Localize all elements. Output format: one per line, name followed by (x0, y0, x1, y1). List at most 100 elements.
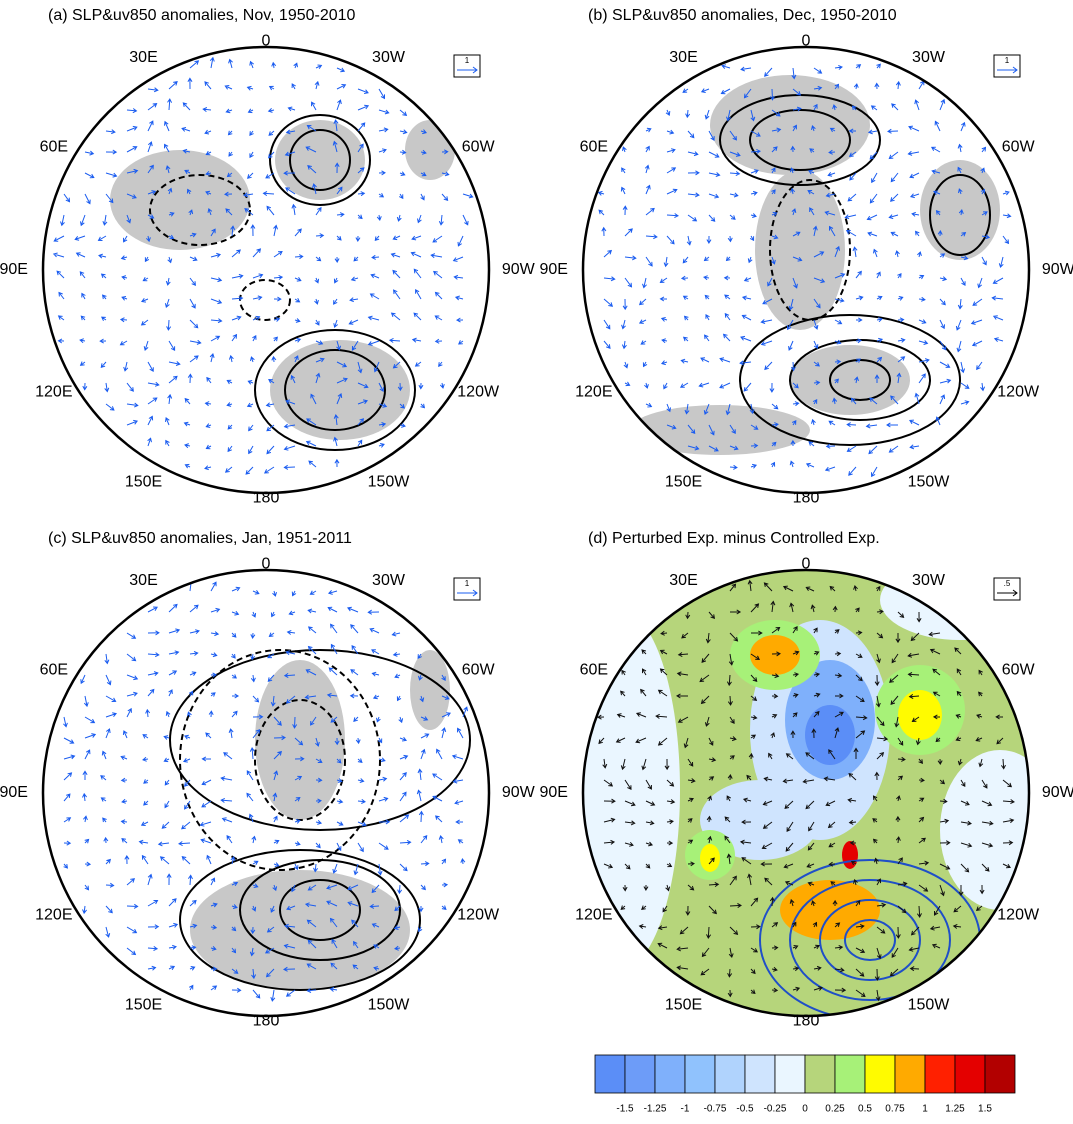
lon-label: 120W (997, 907, 1040, 924)
shading (755, 170, 845, 330)
contour (240, 280, 290, 320)
field-blob (750, 635, 800, 675)
colorbar-label: 0 (802, 1104, 808, 1115)
lon-label: 90W (502, 784, 536, 801)
map-border (43, 47, 489, 493)
colorbar-cell (805, 1055, 835, 1093)
ref-label: 1 (465, 56, 470, 65)
lon-label: 90E (539, 784, 567, 801)
colorbar-cell (775, 1055, 805, 1093)
colorbar-cell (835, 1055, 865, 1093)
field-blob (805, 705, 855, 765)
field-blob (842, 841, 858, 869)
shading (270, 340, 410, 440)
colorbar-cell (925, 1055, 955, 1093)
page: {"panels": [ {"title": "(a) SLP&uv850 an… (0, 0, 1073, 1124)
colorbar-cell (595, 1055, 625, 1093)
ref-label: 1 (465, 579, 470, 588)
lon-label: 180 (793, 1013, 820, 1030)
lon-label: 30E (669, 49, 697, 66)
map-panel (63, 580, 470, 1001)
colorbar-cell (865, 1055, 895, 1093)
panel-title: (a) SLP&uv850 anomalies, Nov, 1950-2010 (48, 7, 356, 24)
colorbar-label: 0.5 (858, 1104, 872, 1115)
shading (790, 345, 910, 415)
shading (630, 405, 810, 455)
lon-label: 30W (912, 572, 946, 589)
lon-label: 60W (462, 662, 496, 679)
lon-label: 0 (262, 33, 271, 50)
lon-label: 60E (40, 662, 68, 679)
colorbar-label: -0.75 (704, 1104, 727, 1115)
lon-label: 120E (35, 907, 72, 924)
lon-label: 180 (253, 1013, 280, 1030)
field-blob (780, 880, 880, 940)
lon-label: 150E (125, 996, 162, 1013)
lon-label: 150W (908, 996, 951, 1013)
panel-title: (c) SLP&uv850 anomalies, Jan, 1951-2011 (48, 530, 352, 547)
colorbar-cell (955, 1055, 985, 1093)
lon-label: 120W (457, 384, 500, 401)
lon-label: 120E (575, 384, 612, 401)
colorbar-label: -1.5 (616, 1104, 634, 1115)
lon-label: 120W (457, 907, 500, 924)
lon-label: 60W (1002, 139, 1036, 156)
lon-label: 0 (802, 556, 811, 573)
colorbar-cell (715, 1055, 745, 1093)
lon-label: 90W (1042, 784, 1073, 801)
colorbar-cell (745, 1055, 775, 1093)
lon-label: 30E (669, 572, 697, 589)
colorbar-cell (895, 1055, 925, 1093)
colorbar-label: -1.25 (644, 1104, 667, 1115)
shading (405, 120, 455, 180)
colorbar-label: 1 (922, 1104, 928, 1115)
lon-label: 0 (262, 556, 271, 573)
lon-label: 150W (908, 473, 951, 490)
lon-label: 90E (0, 261, 28, 278)
lon-label: 120W (997, 384, 1040, 401)
lon-label: 60E (580, 139, 608, 156)
shading (710, 75, 870, 175)
lon-label: 30E (129, 572, 157, 589)
lon-label: 30W (912, 49, 946, 66)
lon-label: 180 (253, 490, 280, 507)
colorbar-cell (985, 1055, 1015, 1093)
colorbar-label: 0.75 (885, 1104, 905, 1115)
field-blob (940, 750, 1060, 910)
lon-label: 120E (35, 384, 72, 401)
ref-label: .5 (1004, 579, 1011, 588)
lon-label: 150E (665, 996, 702, 1013)
lon-label: 90W (502, 261, 536, 278)
panel-title: (d) Perturbed Exp. minus Controlled Exp. (588, 530, 880, 547)
colorbar-cell (685, 1055, 715, 1093)
field-blob (898, 690, 942, 740)
map-panel (599, 64, 1011, 476)
lon-label: 120E (575, 907, 612, 924)
shading (190, 870, 410, 990)
figure: (a) SLP&uv850 anomalies, Nov, 1950-2010 0… (0, 0, 1073, 1119)
shading (110, 150, 250, 250)
lon-label: 60W (462, 139, 496, 156)
lon-label: 30E (129, 49, 157, 66)
lon-label: 90E (0, 784, 28, 801)
colorbar-label: 1.5 (978, 1104, 992, 1115)
colorbar-label: -0.25 (764, 1104, 787, 1115)
ref-label: 1 (1005, 56, 1010, 65)
lon-label: 150E (125, 473, 162, 490)
lon-label: 150E (665, 473, 702, 490)
colorbar-label: 1.25 (945, 1104, 965, 1115)
lon-label: 60W (1002, 662, 1036, 679)
colorbar-cell (625, 1055, 655, 1093)
colorbar-cell (655, 1055, 685, 1093)
lon-label: 0 (802, 33, 811, 50)
map-panel (54, 58, 473, 474)
lon-label: 150W (368, 473, 411, 490)
lon-label: 30W (372, 49, 406, 66)
lon-label: 150W (368, 996, 411, 1013)
lon-label: 180 (793, 490, 820, 507)
lon-label: 60E (40, 139, 68, 156)
colorbar-label: 0.25 (825, 1104, 845, 1115)
colorbar-label: -1 (681, 1104, 690, 1115)
lon-label: 90E (539, 261, 567, 278)
panel-title: (b) SLP&uv850 anomalies, Dec, 1950-2010 (588, 7, 897, 24)
